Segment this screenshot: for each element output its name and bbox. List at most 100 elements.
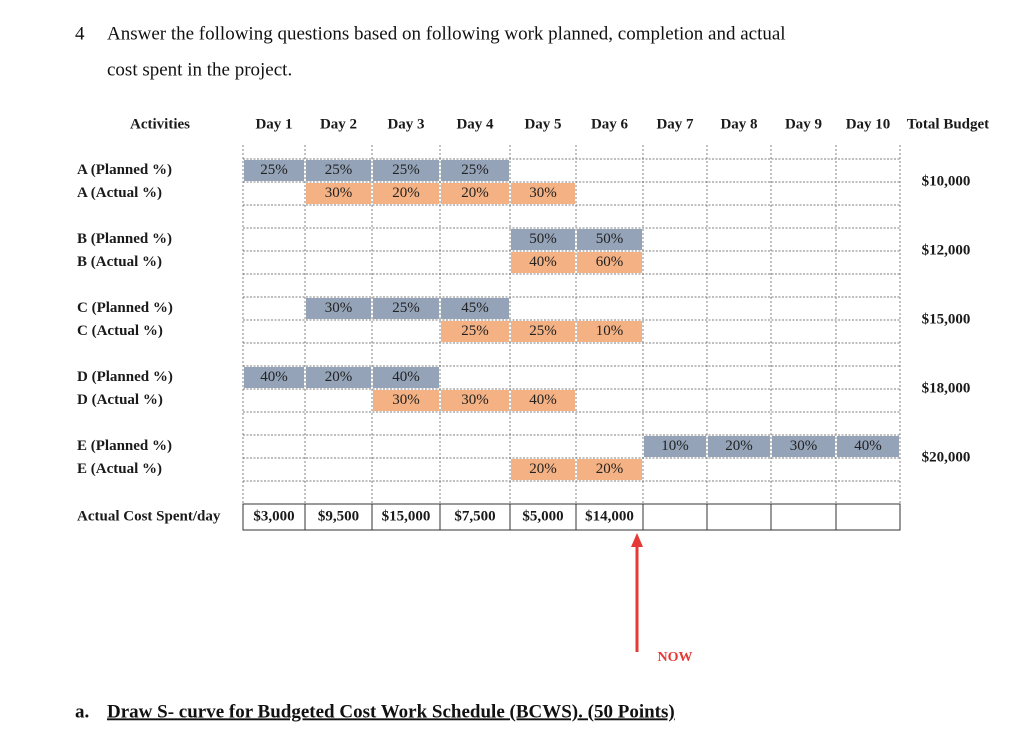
planned-cell [306,160,371,181]
planned-cell [708,436,770,457]
now-label: NOW [658,650,693,665]
row-label: E (Actual %) [77,461,162,477]
cost-value: $3,000 [253,508,294,524]
planned-value: 25% [260,162,288,178]
budget: $12,000 [922,242,971,258]
planned-value: 20% [325,369,353,385]
actual-value: 20% [596,461,624,477]
budget: $15,000 [922,311,971,327]
cost-value: $5,000 [522,508,563,524]
planned-value: 50% [596,231,624,247]
actual-cell [441,183,509,204]
actual-cell [577,252,642,273]
header-label: Day 2 [320,116,357,132]
planned-cell [244,367,304,388]
header-label: Day 6 [591,116,629,132]
actual-cell [511,252,575,273]
actual-value: 20% [461,185,489,201]
planned-cell [373,298,439,319]
header-label: Day 4 [456,116,494,132]
planned-cell [644,436,706,457]
planned-value: 25% [392,300,420,316]
row-label: A (Planned %) [77,162,172,178]
header-label: Total Budget [907,116,989,132]
header-label: Day 9 [785,116,822,132]
actual-value: 60% [596,254,624,270]
row-label: C (Actual %) [77,323,163,339]
cost-value: $9,500 [318,508,359,524]
planned-value: 25% [325,162,353,178]
actual-value: 25% [529,323,557,339]
actual-cell [441,321,509,342]
planned-cell [511,229,575,250]
header-label: Day 3 [387,116,424,132]
budget: $18,000 [922,380,971,396]
planned-cell [772,436,835,457]
planned-cell [244,160,304,181]
budget: $10,000 [922,173,971,189]
actual-cell [306,183,371,204]
row-label: D (Planned %) [77,369,173,385]
planned-value: 20% [725,438,753,454]
actual-value: 25% [461,323,489,339]
actual-value: 10% [596,323,624,339]
header-label: Day 5 [524,116,561,132]
actual-cell [511,459,575,480]
row-label: D (Actual %) [77,392,163,408]
actual-value: 30% [392,392,420,408]
planned-cell [306,298,371,319]
cost-label: Actual Cost Spent/day [77,508,221,524]
actual-cell [373,390,439,411]
actual-cell [577,321,642,342]
planned-value: 25% [461,162,489,178]
actual-value: 30% [529,185,557,201]
row-label: E (Planned %) [77,438,172,454]
actual-value: 30% [461,392,489,408]
row-label: C (Planned %) [77,300,173,316]
question-text: Answer the following questions based on … [107,23,786,44]
planned-value: 30% [325,300,353,316]
planned-cell [577,229,642,250]
actual-cell [441,390,509,411]
row-label: B (Actual %) [77,254,162,270]
planned-cell [373,367,439,388]
planned-value: 40% [260,369,288,385]
actual-cell [577,459,642,480]
header-label: Day 7 [656,116,694,132]
planned-value: 40% [392,369,420,385]
planned-value: 40% [854,438,882,454]
actual-cell [511,390,575,411]
actual-cell [511,321,575,342]
actual-value: 20% [529,461,557,477]
actual-value: 40% [529,254,557,270]
planned-cell [441,298,509,319]
actual-cell [373,183,439,204]
header-label: Activities [130,116,190,132]
header-label: Day 1 [255,116,292,132]
question-number: 4 [75,23,85,44]
arrow-head [631,533,643,547]
planned-value: 25% [392,162,420,178]
planned-value: 45% [461,300,489,316]
cost-value: $14,000 [585,508,634,524]
planned-value: 10% [661,438,689,454]
budget: $20,000 [922,449,971,465]
header-label: Day 8 [720,116,757,132]
planned-cell [837,436,899,457]
header-label: Day 10 [846,116,891,132]
task-text: Draw S- curve for Budgeted Cost Work Sch… [107,701,675,722]
planned-value: 50% [529,231,557,247]
planned-cell [306,367,371,388]
row-label: A (Actual %) [77,185,162,201]
task-number: a. [75,701,89,722]
cost-value: $15,000 [382,508,431,524]
planned-value: 30% [790,438,818,454]
cost-value: $7,500 [454,508,495,524]
question-text: cost spent in the project. [107,59,292,80]
actual-value: 40% [529,392,557,408]
actual-cell [511,183,575,204]
schedule-table: Activities Day 1 Day 2 Day 3 Day 4 Day 5 Day 6… [77,116,989,531]
planned-cell [373,160,439,181]
row-label: B (Planned %) [77,231,172,247]
